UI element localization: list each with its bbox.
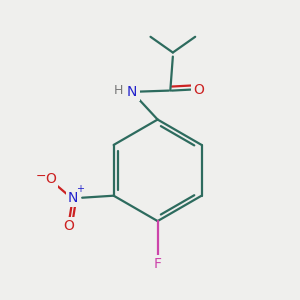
Text: F: F [154,257,162,271]
Text: N: N [127,85,137,99]
Text: O: O [45,172,56,186]
Text: +: + [76,184,84,194]
Text: H: H [113,84,123,97]
Text: O: O [64,219,74,233]
Text: O: O [193,82,204,97]
Text: N: N [68,191,78,205]
Text: −: − [36,170,46,183]
